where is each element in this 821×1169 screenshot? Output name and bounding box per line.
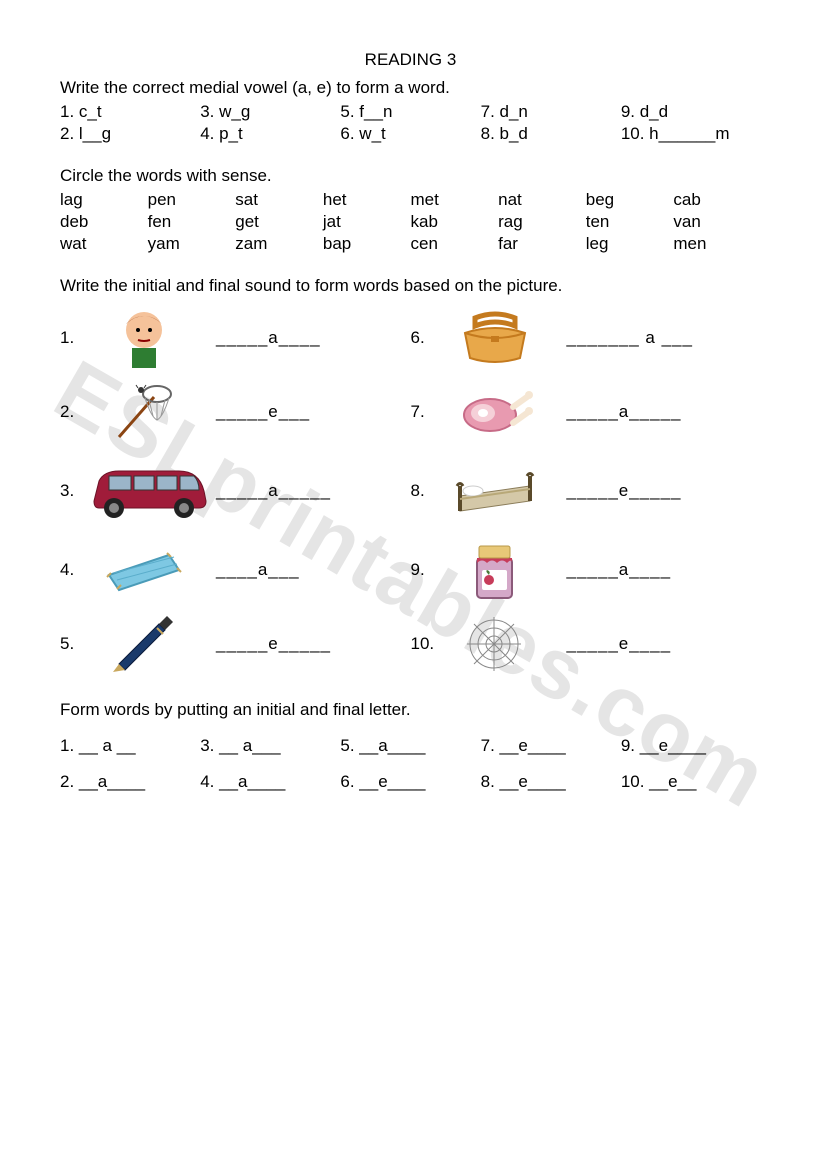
word: met xyxy=(411,190,499,210)
section4-row: 1. __ a __ 3. __ a___ 5. __a____ 7. __e_… xyxy=(60,736,761,756)
word: ten xyxy=(586,212,674,232)
web-icon xyxy=(435,612,555,677)
jam-icon xyxy=(435,538,555,603)
worksheet-page: READING 3 Write the correct medial vowel… xyxy=(0,0,821,838)
page-title: READING 3 xyxy=(60,50,761,70)
word: kab xyxy=(411,212,499,232)
blank: _____e_____ xyxy=(567,481,682,501)
van-icon xyxy=(84,456,204,526)
blank: _____e___ xyxy=(216,402,310,422)
word: nat xyxy=(498,190,586,210)
net-icon xyxy=(84,382,204,442)
word: yam xyxy=(148,234,236,254)
section2-row: lag pen sat het met nat beg cab xyxy=(60,190,761,210)
pic-number: 3. xyxy=(60,481,84,501)
s4-item: 8. __e____ xyxy=(481,772,621,792)
word: beg xyxy=(586,190,674,210)
s1-item: 5. f__n xyxy=(340,102,480,122)
word: zam xyxy=(235,234,323,254)
pic-number: 7. xyxy=(411,402,435,422)
blank: ____a___ xyxy=(216,560,300,580)
pic-number: 8. xyxy=(411,481,435,501)
section2-row: wat yam zam bap cen far leg men xyxy=(60,234,761,254)
s4-item: 1. __ a __ xyxy=(60,736,200,756)
s1-item: 2. l__g xyxy=(60,124,200,144)
word: get xyxy=(235,212,323,232)
picture-row: 3. _____a_____ 8. _____e_____ xyxy=(60,452,761,530)
picture-row: 2. _____e___ 7. _____a_____ xyxy=(60,378,761,446)
word: rag xyxy=(498,212,586,232)
s4-item: 5. __a____ xyxy=(340,736,480,756)
word: men xyxy=(673,234,761,254)
pen-icon xyxy=(84,614,204,674)
word: cen xyxy=(411,234,499,254)
ham-icon xyxy=(435,385,555,440)
blank: _____a_____ xyxy=(567,402,682,422)
blank: _____e____ xyxy=(567,634,672,654)
pic-number: 1. xyxy=(60,328,84,348)
man-icon xyxy=(84,306,204,370)
word: fen xyxy=(148,212,236,232)
pic-number: 5. xyxy=(60,634,84,654)
bag-icon xyxy=(435,308,555,368)
pic-number: 4. xyxy=(60,560,84,580)
s4-item: 7. __e____ xyxy=(481,736,621,756)
s1-item: 7. d_n xyxy=(481,102,621,122)
pic-number: 10. xyxy=(411,634,435,654)
section2-row: deb fen get jat kab rag ten van xyxy=(60,212,761,232)
blank: _______ a ___ xyxy=(567,328,693,348)
s1-item: 9. d_d xyxy=(621,102,761,122)
section4-instruction: Form words by putting an initial and fin… xyxy=(60,700,761,720)
mat-icon xyxy=(84,545,204,595)
s1-item: 4. p_t xyxy=(200,124,340,144)
word: leg xyxy=(586,234,674,254)
pic-number: 9. xyxy=(411,560,435,580)
s1-item: 6. w_t xyxy=(340,124,480,144)
picture-row: 4. ____a___ 9. _____a____ xyxy=(60,536,761,604)
s1-item: 3. w_g xyxy=(200,102,340,122)
s4-item: 6. __e____ xyxy=(340,772,480,792)
s4-item: 3. __ a___ xyxy=(200,736,340,756)
word: bap xyxy=(323,234,411,254)
s1-item: 1. c_t xyxy=(60,102,200,122)
word: far xyxy=(498,234,586,254)
word: lag xyxy=(60,190,148,210)
word: wat xyxy=(60,234,148,254)
pic-number: 2. xyxy=(60,402,84,422)
picture-section: 1. _____a____ 6. _______ a ___ 2. xyxy=(60,304,761,678)
word: pen xyxy=(148,190,236,210)
s4-item: 9. __e____ xyxy=(621,736,761,756)
picture-row: 1. _____a____ 6. _______ a ___ xyxy=(60,304,761,372)
section4-row: 2. __a____ 4. __a____ 6. __e____ 8. __e_… xyxy=(60,772,761,792)
pic-number: 6. xyxy=(411,328,435,348)
word: cab xyxy=(673,190,761,210)
section1-instruction: Write the correct medial vowel (a, e) to… xyxy=(60,78,761,98)
picture-row: 5. _____e_____ 10. _____e____ xyxy=(60,610,761,678)
s1-item: 10. h______m xyxy=(621,124,761,144)
section3-instruction: Write the initial and final sound to for… xyxy=(60,276,761,296)
s4-item: 10. __e__ xyxy=(621,772,761,792)
bed-icon xyxy=(435,461,555,521)
blank: _____a_____ xyxy=(216,481,331,501)
s1-item: 8. b_d xyxy=(481,124,621,144)
section1-row: 2. l__g 4. p_t 6. w_t 8. b_d 10. h______… xyxy=(60,124,761,144)
word: sat xyxy=(235,190,323,210)
word: het xyxy=(323,190,411,210)
word: jat xyxy=(323,212,411,232)
blank: _____a____ xyxy=(567,560,672,580)
s4-item: 2. __a____ xyxy=(60,772,200,792)
word: van xyxy=(673,212,761,232)
blank: _____a____ xyxy=(216,328,321,348)
section2-instruction: Circle the words with sense. xyxy=(60,166,761,186)
section1-row: 1. c_t 3. w_g 5. f__n 7. d_n 9. d_d xyxy=(60,102,761,122)
blank: _____e_____ xyxy=(216,634,331,654)
s4-item: 4. __a____ xyxy=(200,772,340,792)
word: deb xyxy=(60,212,148,232)
